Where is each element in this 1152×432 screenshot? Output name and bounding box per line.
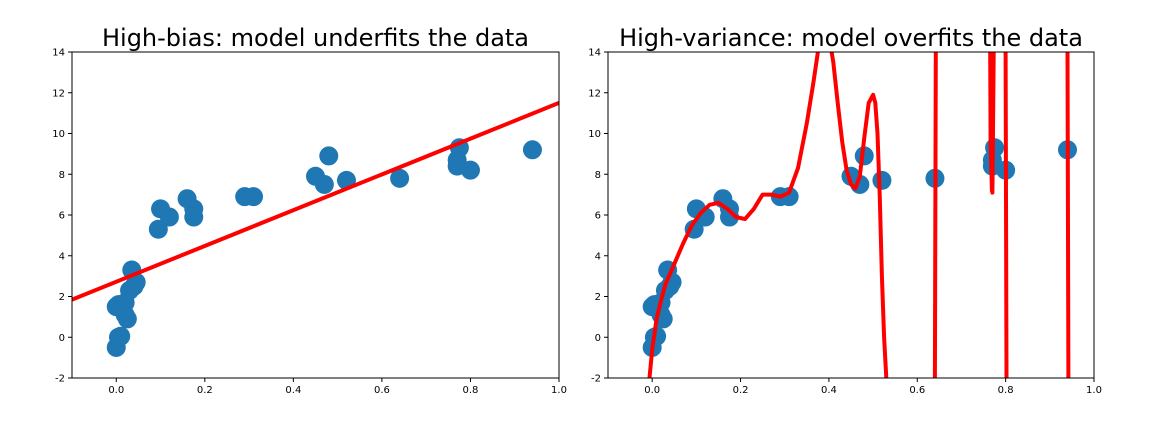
x-tick-label: 1.0 — [1086, 385, 1102, 396]
model-fit-line — [647, 52, 889, 378]
data-point — [872, 170, 892, 190]
plot-area — [72, 101, 559, 357]
data-point — [460, 160, 480, 180]
y-tick-label: 14 — [52, 48, 65, 59]
x-tick-label: 0.6 — [374, 385, 390, 396]
y-tick-label: 12 — [588, 88, 601, 99]
data-point — [522, 140, 542, 160]
data-point — [117, 309, 137, 329]
x-tick-label: 0.4 — [285, 385, 301, 396]
chart-title: High-variance: model overfits the data — [619, 24, 1083, 52]
y-tick-label: 6 — [595, 211, 601, 222]
data-point — [159, 207, 179, 227]
x-tick-label: 0.8 — [998, 385, 1014, 396]
x-tick-label: 0.0 — [644, 385, 660, 396]
axes-frame — [71, 51, 560, 379]
y-tick-label: 10 — [588, 129, 601, 140]
y-tick-label: -2 — [591, 374, 601, 385]
chart-title: High-bias: model underfits the data — [102, 24, 529, 52]
x-tick-label: 0.2 — [733, 385, 749, 396]
y-tick-label: 4 — [595, 251, 601, 262]
chart-high-variance: 0.0 0.2 0.4 0.6 0.8 1.0 -2 0 2 4 6 8 10 12 14 High-vari… — [588, 24, 1102, 396]
model-fit-line — [988, 52, 996, 195]
axes-frame — [607, 51, 1095, 379]
y-tick-label: 2 — [59, 292, 65, 303]
model-fit-line — [72, 101, 559, 302]
y-tick-label: 0 — [59, 333, 65, 344]
y-tick-label: 14 — [588, 48, 601, 59]
model-fit-line — [1003, 52, 1009, 378]
y-tick-label: 12 — [52, 88, 65, 99]
data-point — [854, 146, 874, 166]
x-tick-label: 0.2 — [197, 385, 213, 396]
x-tick-label: 1.0 — [551, 385, 567, 396]
y-tick-label: 8 — [59, 170, 65, 181]
y-tick-label: 10 — [52, 129, 65, 140]
y-tick-label: 0 — [595, 333, 601, 344]
data-point — [111, 326, 131, 346]
y-tick-label: 2 — [595, 292, 601, 303]
x-tick-label: 0.0 — [108, 385, 124, 396]
x-tick-label: 0.8 — [463, 385, 479, 396]
x-tick-label: 0.6 — [909, 385, 925, 396]
y-tick-label: -2 — [55, 374, 65, 385]
model-fit-line — [1065, 52, 1071, 378]
data-point — [314, 174, 334, 194]
y-tick-label: 8 — [595, 170, 601, 181]
data-point — [779, 187, 799, 207]
data-point — [720, 207, 739, 227]
data-point — [319, 146, 339, 166]
data-point — [148, 219, 168, 239]
y-tick-label: 6 — [59, 211, 65, 222]
data-point — [184, 207, 204, 227]
chart-high-bias: 0.0 0.2 0.4 0.6 0.8 1.0 -2 0 2 4 6 8 10 12 14 High-bias… — [52, 24, 567, 396]
y-tick-label: 4 — [59, 251, 65, 262]
data-point — [390, 168, 410, 188]
plot-area — [642, 52, 1077, 378]
x-tick-label: 0.4 — [821, 385, 837, 396]
model-fit-line — [932, 52, 938, 378]
data-point — [244, 187, 264, 207]
